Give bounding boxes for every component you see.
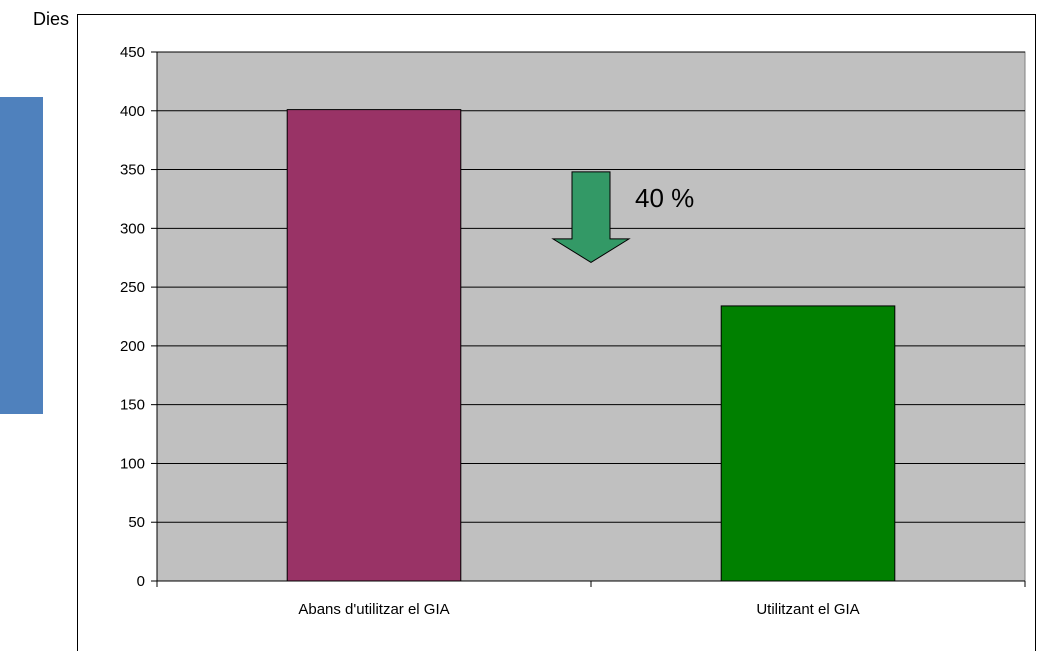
side-accent-bar — [0, 97, 43, 414]
annotation: 40 % — [551, 171, 694, 264]
bar — [720, 305, 896, 582]
y-tick-label: 450 — [120, 44, 145, 61]
bar — [286, 109, 462, 582]
axes: 0 50 100 150 200 250 300 350 400 450 Abans d'utili… — [120, 44, 1026, 618]
y-axis-label: Dies — [33, 9, 70, 29]
chart-frame — [77, 14, 1036, 651]
y-tick-label: 100 — [120, 455, 145, 472]
down-arrow-icon — [551, 171, 631, 264]
y-tick-label: 350 — [120, 162, 145, 179]
y-tick-label: 400 — [120, 103, 145, 120]
x-category-label: Utilitzant el GIA — [756, 601, 859, 618]
x-category-label: Abans d'utilitzar el GIA — [298, 601, 449, 618]
y-tick-label: 200 — [120, 338, 145, 355]
reduction-percent-label: 40 % — [635, 183, 694, 213]
y-tick-label: 50 — [128, 514, 145, 531]
y-tick-label: 0 — [137, 573, 145, 590]
y-tick-label: 250 — [120, 279, 145, 296]
y-tick-label: 300 — [120, 220, 145, 237]
y-tick-label: 150 — [120, 397, 145, 414]
bars — [286, 109, 896, 582]
